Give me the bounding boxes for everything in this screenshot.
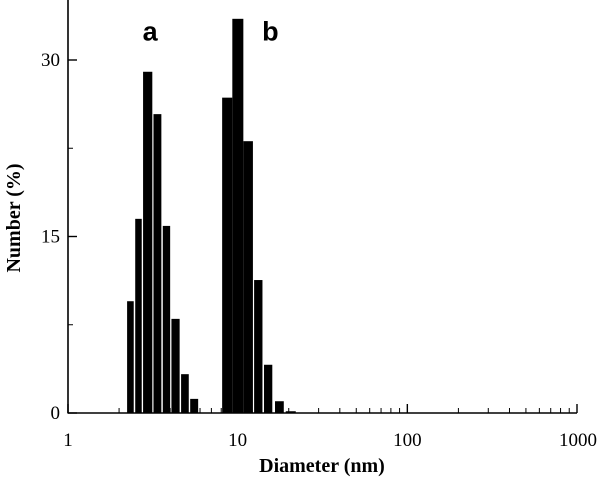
axes-group bbox=[67, 0, 578, 414]
bar-s2-2 bbox=[232, 18, 244, 413]
bar-s2-4 bbox=[254, 280, 263, 413]
x-tick-label: 10 bbox=[228, 430, 247, 451]
x-tick-label: 100 bbox=[393, 430, 422, 451]
bar-s1-6 bbox=[171, 318, 180, 413]
y-tick-label: 15 bbox=[41, 227, 60, 248]
panel-label-a: a bbox=[143, 17, 159, 47]
bar-s2-3 bbox=[243, 141, 253, 413]
bar-s1-5 bbox=[162, 225, 171, 413]
bar-s1-1 bbox=[127, 301, 134, 413]
labels-group: 1 10 100 1000 0 15 30 Diameter (nm) Number (%) a b bbox=[3, 17, 597, 477]
bar-s2-7 bbox=[285, 411, 296, 413]
bar-s1-3 bbox=[143, 71, 153, 414]
bar-s1-2 bbox=[135, 218, 142, 413]
y-axis-title: Number (%) bbox=[3, 163, 25, 272]
bar-s2-5 bbox=[264, 364, 273, 413]
y-tick-label: 0 bbox=[51, 403, 61, 424]
x-tick-label: 1 bbox=[63, 430, 73, 451]
bar-s2-1 bbox=[222, 97, 233, 414]
y-tick-label: 30 bbox=[41, 50, 60, 71]
bars-group bbox=[127, 18, 296, 414]
x-tick-label: 1000 bbox=[559, 430, 597, 451]
x-axis-title: Diameter (nm) bbox=[259, 455, 385, 477]
bar-s1-8 bbox=[190, 398, 199, 413]
bar-s1-4 bbox=[153, 114, 162, 413]
panel-label-b: b bbox=[262, 17, 279, 47]
bar-s2-6 bbox=[275, 401, 284, 413]
bar-s1-7 bbox=[181, 374, 189, 413]
